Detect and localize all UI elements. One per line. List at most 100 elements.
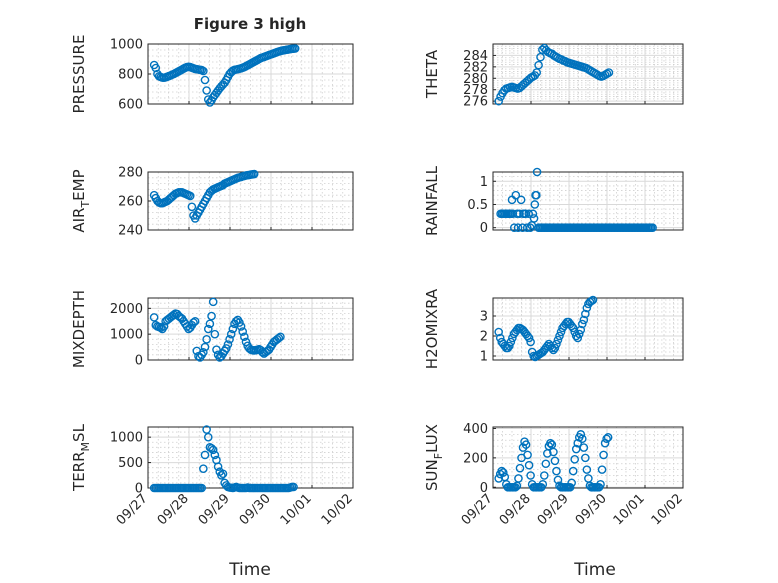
h2omixra-point [555, 331, 564, 341]
terr-msl-point [203, 432, 213, 442]
sun-flux-point [597, 465, 607, 474]
sun-flux-point [567, 478, 576, 488]
h2omixra-point [578, 319, 587, 329]
figure-title: Figure 3 high [194, 15, 307, 33]
sun-flux-point [568, 466, 578, 476]
mixdepth-point [222, 344, 231, 353]
sun-flux-point [498, 468, 508, 477]
terr-msl-point [202, 425, 211, 434]
terr-msl-point [218, 469, 228, 479]
y-tick-label: 282 [463, 60, 488, 75]
y-tick-label: 2000 [110, 302, 143, 317]
terr-msl-point [289, 482, 298, 492]
mixdepth-point [200, 342, 210, 352]
terr-msl-point [200, 450, 210, 460]
mixdepth-point [202, 335, 211, 344]
h2omixra-point [526, 337, 535, 347]
h2omixra-point [524, 333, 534, 343]
y-tick-label: 400 [463, 422, 488, 437]
terr-msl-point [210, 450, 220, 460]
y-tick-label: 500 [118, 456, 143, 471]
panel-border [147, 297, 354, 361]
terr-msl-point [207, 444, 216, 453]
sun-flux-point [526, 471, 535, 480]
rainfall-point [530, 200, 540, 209]
y-tick-label: 0.5 [467, 198, 488, 213]
terr-msl-point [208, 445, 218, 455]
pressure-point [202, 86, 211, 95]
panel-border [492, 43, 684, 105]
x-axis-label-left: Time [228, 560, 271, 580]
y-axis-label: SUNFLUX [423, 424, 445, 491]
h2omixra-point [573, 333, 583, 343]
y-tick-label: 280 [118, 166, 143, 181]
sun-flux-point [541, 459, 551, 469]
pressure-point [200, 75, 210, 85]
y-tick-label: 0 [135, 482, 143, 497]
panel-border [492, 297, 684, 361]
y-tick-label: 1000 [110, 38, 143, 53]
panel-air-temp: 240 260 280 AIRTEMP [70, 166, 354, 239]
sun-flux-point [596, 480, 605, 489]
rainfall-point [515, 209, 524, 219]
x-axis-label-right: Time [573, 560, 616, 580]
rainfall-point [516, 195, 526, 205]
y-tick-label: 278 [463, 83, 488, 98]
terr-msl-point [217, 470, 226, 480]
terr-msl-point [197, 483, 207, 493]
sun-flux-point [546, 438, 555, 448]
mixdepth-point [190, 316, 200, 326]
sun-flux-point [581, 453, 590, 463]
sun-flux-point [570, 455, 580, 464]
mixdepth-point [228, 324, 238, 334]
rainfall-point [532, 167, 542, 177]
mixdepth-point [203, 324, 213, 334]
mixdepth-point [212, 345, 221, 354]
y-tick-label: 284 [463, 49, 488, 64]
mixdepth-point [276, 332, 285, 342]
y-tick-label: 600 [118, 98, 143, 113]
y-tick-label: 240 [118, 224, 143, 239]
sun-flux-point [538, 480, 548, 489]
y-axis-label: PRESSURE [70, 35, 88, 114]
h2omixra-point [574, 329, 584, 339]
y-tick-label: 0 [480, 481, 488, 496]
h2omixra-point [506, 337, 516, 347]
y-tick-label: 0 [480, 221, 488, 236]
air-temp-point [187, 202, 197, 212]
theta-point [604, 68, 614, 77]
rainfall-point [524, 209, 534, 219]
y-tick-label: 1 [480, 350, 488, 365]
y-axis-label: H2OMIXRA [423, 288, 441, 369]
y-tick-label: 280 [463, 72, 488, 87]
mixdepth-point [235, 318, 244, 327]
y-tick-label: 200 [463, 451, 488, 466]
y-axis-label: TERRMSL [70, 423, 92, 492]
sun-flux-point [599, 450, 608, 460]
y-tick-label: 1000 [110, 431, 143, 446]
pressure-point [151, 63, 161, 73]
rainfall-point [529, 214, 539, 223]
y-tick-label: 2 [480, 330, 488, 345]
h2omixra-point [579, 315, 589, 325]
sun-flux-point [552, 466, 561, 476]
sun-flux-point [523, 450, 532, 460]
mixdepth-point [207, 311, 216, 321]
mixdepth-point [208, 297, 218, 307]
y-tick-label: 260 [118, 195, 143, 210]
sun-flux-point [578, 434, 587, 444]
h2omixra-point [550, 343, 560, 353]
y-axis-label: RAINFALL [423, 165, 441, 236]
mixdepth-point [236, 322, 246, 331]
rainfall-point [522, 223, 532, 232]
y-tick-label: 3 [480, 310, 488, 325]
y-axis-label: AIRTEMP [70, 169, 92, 232]
y-tick-label: 0 [135, 354, 143, 369]
y-axis-label: THETA [423, 49, 441, 99]
mixdepth-point [238, 327, 248, 336]
sun-flux-point [602, 434, 611, 444]
mixdepth-point [159, 322, 169, 331]
sun-flux-point [549, 447, 558, 457]
panel-mixdepth: 0 1000 2000 MIXDEPTH [70, 290, 354, 369]
